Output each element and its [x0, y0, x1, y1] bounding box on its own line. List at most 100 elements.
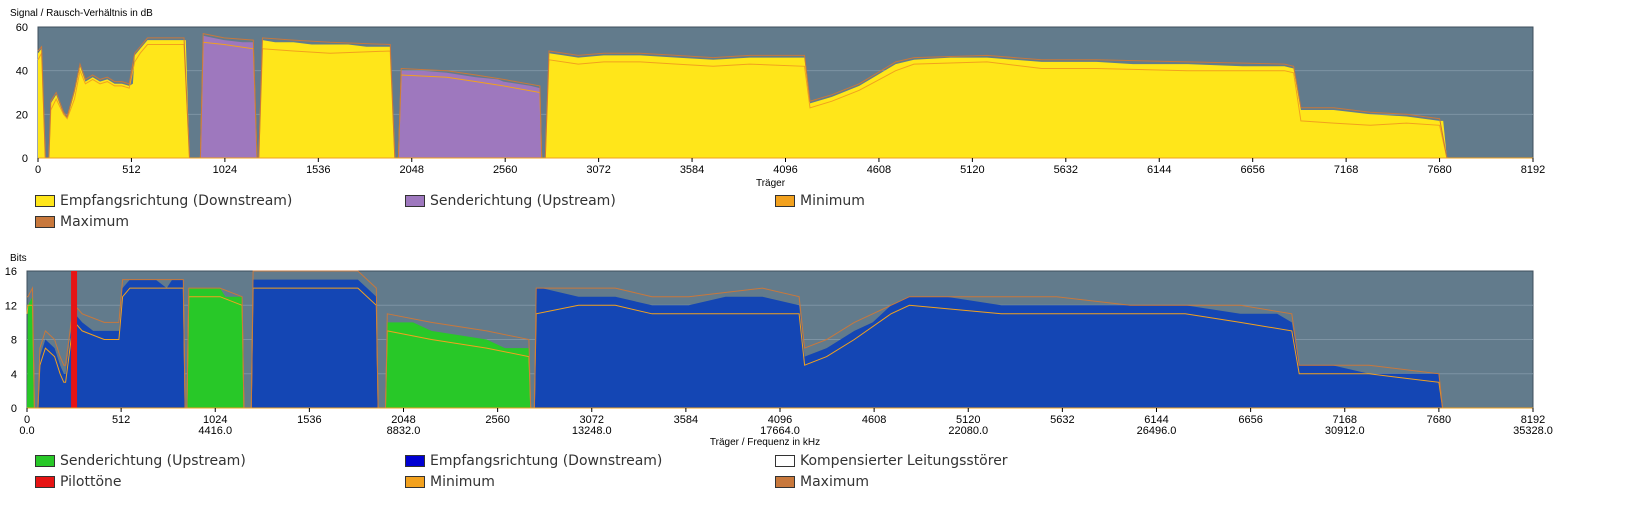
legend-swatch — [35, 216, 55, 228]
x-tick-label: 7168 — [1333, 414, 1357, 426]
chart-1: Bits 0 4 8 12 16 0 512 1024 1536 2048 2560 3072 3584 4… — [5, 253, 1553, 448]
x-tick-label: 7680 — [1427, 414, 1451, 426]
legend-item-bits-upstream: Senderichtung (Upstream) — [35, 453, 246, 469]
x-tick-label: 5120 — [960, 164, 984, 176]
series-area-1-1 — [251, 279, 379, 408]
y-tick-label: 16 — [5, 266, 17, 278]
chart-title: Signal / Rausch-Verhältnis in dB — [10, 8, 153, 19]
legend-item-snr-upstream: Senderichtung (Upstream) — [405, 193, 616, 209]
y-tick-label: 60 — [16, 22, 28, 34]
x-tick-label: 6656 — [1238, 414, 1262, 426]
snr-legend: Empfangsrichtung (Downstream) Sendericht… — [35, 193, 1235, 241]
y-tick-label: 40 — [16, 66, 28, 78]
y-tick-label: 20 — [16, 109, 28, 121]
x-tick-label-frequency: 30912.0 — [1325, 425, 1365, 437]
series-area-0-3 — [545, 53, 1447, 159]
x-tick-label: 4096 — [768, 414, 792, 426]
pilot-tone-0 — [71, 271, 78, 408]
y-tick-label: 8 — [11, 335, 17, 347]
x-tick-label: 5632 — [1050, 414, 1074, 426]
x-tick-label: 4608 — [862, 414, 886, 426]
x-tick-label: 7680 — [1427, 164, 1451, 176]
legend-label: Maximum — [800, 474, 869, 490]
x-tick-label: 2048 — [391, 414, 415, 426]
legend-label: Empfangsrichtung (Downstream) — [430, 453, 663, 469]
x-tick-label-frequency: 17664.0 — [760, 425, 800, 437]
x-tick-label: 4096 — [773, 164, 797, 176]
x-tick-label: 8192 — [1521, 414, 1545, 426]
legend-swatch — [35, 455, 55, 467]
x-tick-label: 6144 — [1147, 164, 1171, 176]
chart-0: Signal / Rausch-Verhältnis in dB 0 20 40 60 0… — [10, 8, 1545, 189]
series-area-1-0 — [200, 35, 257, 159]
x-tick-label: 1536 — [306, 164, 330, 176]
x-tick-label: 1024 — [213, 164, 237, 176]
x-tick-label: 2560 — [485, 414, 509, 426]
x-tick-label: 2048 — [400, 164, 424, 176]
legend-swatch — [405, 455, 425, 467]
legend-swatch — [35, 476, 55, 488]
x-tick-label-frequency: 4416.0 — [198, 425, 232, 437]
x-tick-label: 3584 — [680, 164, 704, 176]
x-tick-label: 6144 — [1144, 414, 1168, 426]
y-tick-label: 12 — [5, 300, 17, 312]
x-tick-label: 5120 — [956, 414, 980, 426]
x-tick-label-frequency: 22080.0 — [948, 425, 988, 437]
legend-item-bits-minimum: Minimum — [405, 474, 495, 490]
legend-label: Empfangsrichtung (Downstream) — [60, 193, 293, 209]
legend-label: Minimum — [800, 193, 865, 209]
legend-swatch — [775, 195, 795, 207]
x-tick-label: 1536 — [297, 414, 321, 426]
legend-swatch — [405, 195, 425, 207]
legend-item-snr-minimum: Minimum — [775, 193, 865, 209]
x-tick-label: 3072 — [580, 414, 604, 426]
legend-label: Maximum — [60, 214, 129, 230]
legend-label: Pilottöne — [60, 474, 122, 490]
x-tick-label-frequency: 13248.0 — [572, 425, 612, 437]
x-tick-label: 512 — [112, 414, 130, 426]
chart-title: Bits — [10, 253, 27, 264]
series-area-1-1 — [398, 70, 542, 158]
legend-label: Senderichtung (Upstream) — [430, 193, 616, 209]
x-tick-label: 7168 — [1334, 164, 1358, 176]
legend-item-bits-compensated: Kompensierter Leitungsstörer — [775, 453, 1008, 469]
x-tick-label-frequency: 26496.0 — [1137, 425, 1177, 437]
y-tick-label: 4 — [11, 369, 17, 381]
series-area-0-2 — [258, 40, 395, 158]
x-tick-label: 2560 — [493, 164, 517, 176]
x-tick-label: 5632 — [1054, 164, 1078, 176]
x-tick-label: 0 — [35, 164, 41, 176]
y-tick-label: 0 — [22, 153, 28, 165]
legend-label: Kompensierter Leitungsstörer — [800, 453, 1008, 469]
x-tick-label: 512 — [122, 164, 140, 176]
x-tick-label: 8192 — [1521, 164, 1545, 176]
legend-item-snr-downstream: Empfangsrichtung (Downstream) — [35, 193, 292, 209]
x-tick-label: 6656 — [1240, 164, 1264, 176]
series-area-0-1 — [186, 288, 244, 408]
legend-label: Senderichtung (Upstream) — [60, 453, 246, 469]
x-axis-label: Träger — [756, 178, 786, 189]
legend-item-snr-maximum: Maximum — [35, 214, 129, 230]
x-tick-label: 3584 — [674, 414, 698, 426]
x-tick-label-frequency: 0.0 — [19, 425, 34, 437]
series-area-0-1 — [48, 40, 190, 158]
x-tick-label-frequency: 35328.0 — [1513, 425, 1553, 437]
x-tick-label: 3072 — [586, 164, 610, 176]
legend-swatch — [775, 476, 795, 488]
x-tick-label-frequency: 8832.0 — [387, 425, 421, 437]
legend-item-bits-downstream: Empfangsrichtung (Downstream) — [405, 453, 662, 469]
x-tick-label: 1024 — [203, 414, 227, 426]
series-area-0-0 — [38, 48, 46, 158]
x-axis-label: Träger / Frequenz in kHz — [710, 437, 820, 448]
x-tick-label: 4608 — [867, 164, 891, 176]
legend-swatch — [35, 195, 55, 207]
y-tick-label: 0 — [11, 403, 17, 415]
bits-legend: Senderichtung (Upstream) Empfangsrichtun… — [35, 453, 1235, 501]
legend-swatch — [775, 455, 795, 467]
legend-swatch — [405, 476, 425, 488]
legend-label: Minimum — [430, 474, 495, 490]
legend-item-bits-maximum: Maximum — [775, 474, 869, 490]
x-tick-label: 0 — [24, 414, 30, 426]
legend-item-bits-pilot: Pilottöne — [35, 474, 122, 490]
